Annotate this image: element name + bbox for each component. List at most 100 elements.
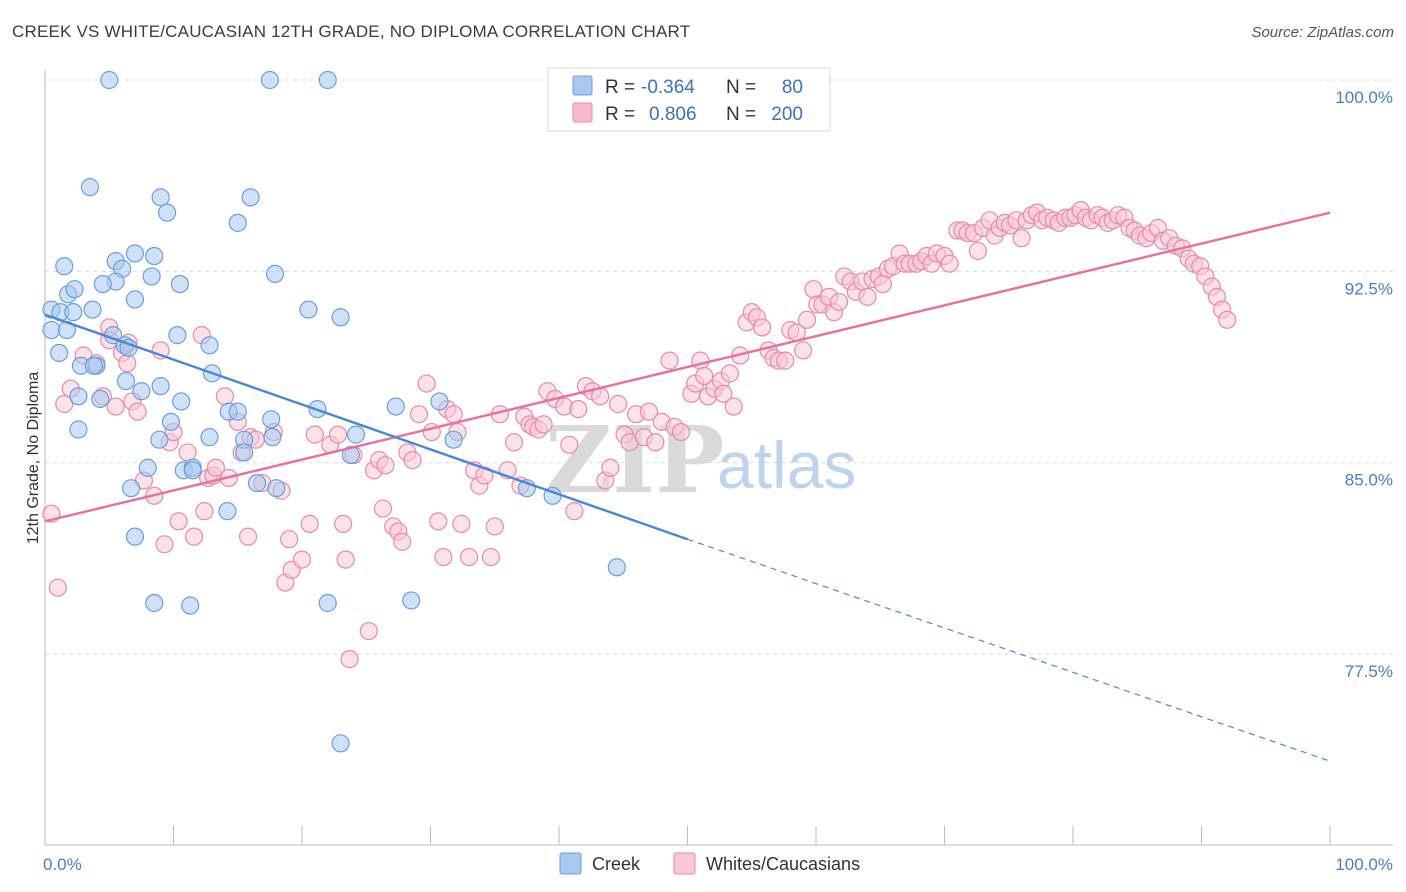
y-tick-label: 92.5% <box>1345 279 1393 298</box>
creek-trend-extension <box>687 538 1331 762</box>
creek-point <box>318 70 337 90</box>
creek-point <box>142 267 161 286</box>
whites-point <box>206 458 226 477</box>
creek-point <box>125 290 145 309</box>
whites-point <box>393 532 412 551</box>
bottom-legend-swatch-creek <box>559 852 582 875</box>
whites-point <box>48 578 67 597</box>
whites-point <box>660 351 679 370</box>
legend: R = -0.364 N = 80 R = 0.806 N = 200 <box>547 67 831 132</box>
creek-point <box>116 371 136 391</box>
creek-point <box>64 303 83 322</box>
whites-point <box>178 443 197 462</box>
legend-r-value-creek: -0.364 <box>641 77 695 98</box>
creek-point <box>100 70 119 90</box>
legend-r-label: R = <box>605 104 635 125</box>
creek-point <box>235 443 254 462</box>
grid-lines <box>45 79 1393 655</box>
whites-point <box>569 399 588 419</box>
watermark-zip: ZIP <box>545 406 724 514</box>
whites-point <box>940 254 959 273</box>
creek-point <box>260 70 279 90</box>
whites-point <box>336 550 355 569</box>
whites-point <box>481 547 500 567</box>
whites-point <box>1218 310 1237 329</box>
whites-point <box>968 241 988 261</box>
creek-point <box>402 591 421 610</box>
whites-trend-line <box>44 211 1331 523</box>
whites-point <box>328 425 348 444</box>
creek-point <box>150 430 169 449</box>
creek-point <box>80 178 100 197</box>
creek-point <box>228 402 247 421</box>
creek-point <box>161 412 181 431</box>
creek-point <box>121 479 141 498</box>
creek-point <box>341 445 360 465</box>
whites-point <box>106 397 125 416</box>
whites-point <box>373 499 393 518</box>
legend-r-label: R = <box>605 77 635 98</box>
creek-point <box>157 203 177 222</box>
whites-point <box>452 514 471 533</box>
creek-point <box>228 213 247 232</box>
legend-swatch-whites <box>572 102 593 123</box>
whites-point <box>804 280 823 299</box>
creek-point <box>607 558 626 577</box>
x-tick-label: 0.0% <box>43 855 82 874</box>
whites-point <box>459 547 479 567</box>
whites-point <box>444 405 463 424</box>
whites-point <box>639 402 659 421</box>
whites-point <box>417 374 436 393</box>
source-label: Source: ZipAtlas.com <box>1251 24 1394 41</box>
whites-point <box>601 458 620 477</box>
whites-point <box>118 354 137 373</box>
creek-point <box>444 430 463 449</box>
creek-point <box>91 389 110 408</box>
whites-point <box>720 364 740 383</box>
legend-n-value-creek: 80 <box>782 77 803 98</box>
creek-point <box>69 420 88 439</box>
y-tick-label: 85.0% <box>1345 471 1393 490</box>
creek-point <box>125 527 145 546</box>
legend-n-label: N = <box>726 77 756 98</box>
legend-swatch-creek <box>572 75 593 96</box>
creek-point <box>168 326 187 345</box>
whites-point <box>155 535 174 554</box>
creek-point <box>265 264 285 283</box>
creek-point <box>69 387 88 406</box>
creek-point <box>241 188 260 207</box>
y-tick-labels: 77.5% 85.0% 92.5% 100.0% <box>1335 88 1393 681</box>
whites-point <box>1012 229 1031 248</box>
creek-point <box>262 410 281 429</box>
whites-point <box>195 502 214 521</box>
y-axis-label: 12th Grade, No Diploma <box>25 372 42 545</box>
creek-point <box>346 425 366 444</box>
whites-point <box>169 512 188 531</box>
y-tick-label: 77.5% <box>1345 662 1393 681</box>
trend-lines <box>44 211 1331 762</box>
whites-point <box>485 517 504 536</box>
whites-point <box>695 366 714 386</box>
x-tick-label: 100.0% <box>1335 855 1393 874</box>
whites-point <box>504 433 524 452</box>
whites-point <box>55 394 74 414</box>
whites-point <box>858 287 877 306</box>
creek-point <box>125 244 145 263</box>
whites-point <box>215 387 234 406</box>
creek-point <box>50 343 69 363</box>
whites-point <box>560 435 579 454</box>
whites-point <box>534 415 553 434</box>
legend-n-label: N = <box>726 104 756 125</box>
whites-point <box>609 394 628 414</box>
bottom-legend-whites: Whites/Caucasians <box>706 854 860 874</box>
whites-point <box>376 456 395 475</box>
creek-trend-line <box>44 313 688 541</box>
creek-point <box>172 392 191 411</box>
creek-point <box>430 392 449 411</box>
whites-point <box>429 512 448 531</box>
creek-point <box>65 280 84 299</box>
creek-point <box>247 473 267 493</box>
creek-point <box>93 274 112 294</box>
bottom-legend: Creek Whites/Caucasians <box>559 852 860 875</box>
